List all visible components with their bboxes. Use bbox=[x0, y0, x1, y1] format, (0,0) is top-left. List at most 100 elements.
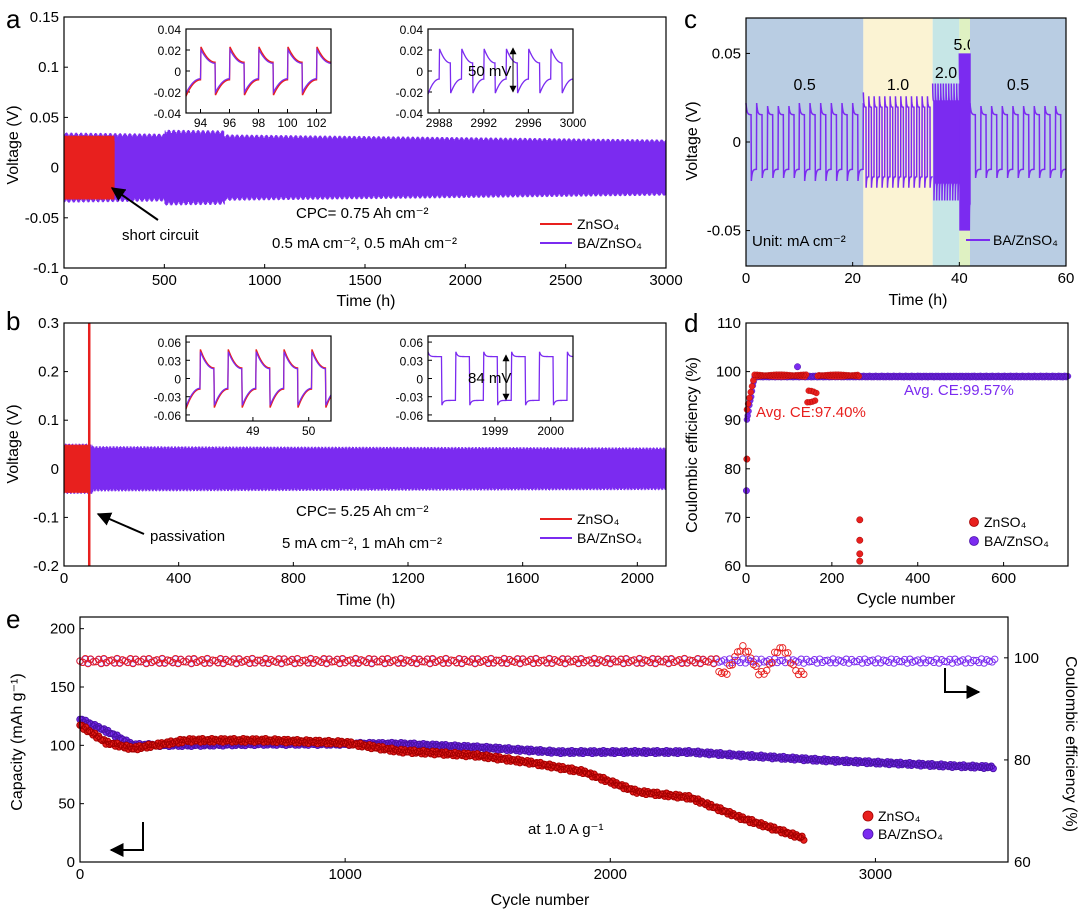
panel-d-ytick-2: 80 bbox=[724, 461, 741, 478]
panel-b-inset-2-ba-trace bbox=[427, 351, 574, 406]
panel-d-ytick-0: 60 bbox=[724, 558, 741, 575]
panel-b-inset-1-ytick-3: -0.03 bbox=[154, 391, 182, 405]
panel-a-inset-1-ytick-0: 0.04 bbox=[158, 23, 182, 37]
panel-a-inset-2-xtick-1: 2992 bbox=[470, 116, 497, 130]
panel-a-inset-2-frame bbox=[427, 28, 574, 114]
panel-d-xlabel: Cycle number bbox=[857, 591, 956, 608]
panel-a-inset-1-ytick-4: -0.04 bbox=[154, 107, 182, 121]
panel-e-ytick-right-2: 100 bbox=[1014, 650, 1039, 667]
panel-b-inset-2-ytick-3: -0.03 bbox=[396, 391, 424, 405]
panel-b-xlabel: Time (h) bbox=[337, 592, 396, 609]
panel-b-ytick-0: -0.2 bbox=[33, 558, 59, 575]
panel-a-inset-1-xtick-2: 98 bbox=[252, 116, 266, 130]
panel-a-xtick-0: 0 bbox=[60, 272, 68, 289]
panel-c-ba-trace-0 bbox=[745, 102, 865, 182]
panel-a-inset-1-frame bbox=[185, 28, 332, 114]
panel-b-inset-1-xtick-0: 49 bbox=[246, 424, 260, 438]
panel-d-ytick-5: 110 bbox=[717, 315, 741, 332]
panel-a-inset-2-ytick-0: 0.04 bbox=[400, 23, 424, 37]
panel-d-frame bbox=[745, 322, 1069, 567]
panel-b-plot: 0 400 800 1200 1600 2000 -0.2 -0.1 0 0.1 0.2 0.3 bbox=[33, 315, 667, 587]
panel-b-ytick-5: 0.3 bbox=[38, 315, 59, 332]
panel-a-inset-1: 94 96 98 100 102 0.04 0.02 0 -0.02 -0.04 bbox=[154, 23, 332, 130]
panel-b-inset-2: 1999 2000 0.06 0.03 0 -0.03 -0.06 bbox=[396, 335, 574, 438]
panel-a-inset-1-ba-trace bbox=[185, 47, 332, 95]
panel-b-inset-2-xtick-1: 2000 bbox=[537, 424, 564, 438]
panel-a-short-circuit-arrow bbox=[110, 187, 159, 221]
panel-e-left-axis-arrow bbox=[109, 822, 144, 857]
panel-e-ylabel-right: Coulombic efficiency (%) bbox=[1062, 656, 1079, 832]
panel-b-inset-1-znso4-trace bbox=[185, 349, 332, 410]
panel-e-ytick-0: 0 bbox=[67, 854, 75, 871]
panel-c-ytick-2: -0.05 bbox=[707, 223, 741, 240]
panel-a-inset-1-znso4-trace bbox=[185, 46, 332, 97]
panel-d: d Coulombic efficiency (%) 0 200 400 600 60 7… bbox=[684, 308, 1072, 608]
panel-e-right-axis-arrow bbox=[944, 668, 981, 699]
panel-b-ytick-4: 0.2 bbox=[38, 364, 59, 381]
panel-b-ylabel: Voltage (V) bbox=[5, 404, 22, 483]
panel-a-frame bbox=[63, 16, 667, 269]
panel-a-ylabel: Voltage (V) bbox=[5, 105, 22, 184]
panel-a-inset-1-ytick-1: 0.02 bbox=[158, 44, 182, 58]
panel-b-inset-2-ytick-2: 0 bbox=[416, 373, 423, 387]
panel-a-ytick-4: 0.1 bbox=[38, 59, 59, 76]
panel-a-inset-1-xtick-1: 96 bbox=[223, 116, 237, 130]
panel-e-legend-ba-marker bbox=[862, 828, 874, 840]
panel-a-xtick-2: 1000 bbox=[248, 272, 281, 289]
panel-b-xtick-2: 800 bbox=[281, 570, 306, 587]
panel-a-plot: 0 500 1000 1500 2000 2500 3000-0.1-0.0500.050.… bbox=[25, 9, 683, 289]
panel-d-xtick-0: 0 bbox=[742, 570, 750, 587]
panel-a-inset-2: 2988 2992 2996 3000 0.04 0.02 0 -0.02 -0.04 bbox=[396, 23, 587, 130]
panel-a-ytick-1: -0.05 bbox=[25, 210, 59, 227]
panel-b-xtick-0: 0 bbox=[60, 570, 68, 587]
panel-a-inset-2-ytick-3: -0.02 bbox=[396, 86, 424, 100]
panel-d-legend-ba: BA/ZnSO₄ bbox=[984, 533, 1049, 549]
panel-c-xtick-3: 60 bbox=[1058, 270, 1075, 287]
panel-e-znso4-ce-points bbox=[76, 642, 808, 679]
panel-c-ba-trace-4 bbox=[969, 102, 1067, 179]
panel-c-ytick-1: 0 bbox=[733, 134, 741, 151]
panel-d-ytick-1: 70 bbox=[724, 509, 741, 526]
panel-e-ytick-4: 200 bbox=[50, 621, 75, 638]
panel-e-znso4-capacity-points bbox=[76, 721, 808, 844]
panel-e: e Capacity (mAh g⁻¹) Coulombic efficienc… bbox=[6, 604, 1079, 909]
panel-b-legend-ba: BA/ZnSO₄ bbox=[577, 530, 642, 546]
panel-a-inset-2-xtick-2: 2996 bbox=[515, 116, 542, 130]
panel-a-cpc: CPC= 0.75 Ah cm⁻² bbox=[296, 205, 429, 222]
panel-a-label: a bbox=[6, 4, 21, 34]
panel-b-inset-1-ytick-4: -0.06 bbox=[154, 409, 182, 423]
panel-d-xtick-2: 400 bbox=[905, 570, 930, 587]
panel-d-xtick-3: 600 bbox=[991, 570, 1016, 587]
panel-a-short-circuit-label: short circuit bbox=[122, 227, 200, 244]
panel-c-region-label-0: 0.5 bbox=[794, 77, 816, 94]
panel-d-xtick-1: 200 bbox=[819, 570, 844, 587]
panel-d-znso4-points bbox=[743, 371, 862, 413]
panel-c-plot: 0.5 1.02.05.00.50 20 40 600.050-0.05 bbox=[707, 17, 1075, 287]
panel-d-label: d bbox=[684, 308, 698, 338]
panel-a-inset-1-xtick-3: 100 bbox=[277, 116, 297, 130]
panel-d-znso4-avg: Avg. CE:97.40% bbox=[756, 404, 866, 421]
panel-a-inset-2-ba-trace bbox=[427, 48, 574, 95]
panel-c-xlabel: Time (h) bbox=[889, 292, 948, 309]
panel-b-xtick-3: 1200 bbox=[391, 570, 424, 587]
panel-d-ba-outlier-1 bbox=[794, 363, 801, 371]
panel-a-xtick-5: 2500 bbox=[549, 272, 582, 289]
panel-b-ytick-1: -0.1 bbox=[33, 509, 59, 526]
panel-a-inset-2-ytick-2: 0 bbox=[416, 65, 423, 79]
panel-b-passivation-arrow bbox=[96, 512, 145, 535]
panel-d-znso4-outlier-3 bbox=[856, 557, 864, 565]
panel-b: b Voltage (V) 0 400 800 1200 1600 2000 -0.2 -0.… bbox=[5, 306, 667, 609]
panel-b-xtick-4: 1600 bbox=[506, 570, 539, 587]
panel-d-legend-znso4-marker bbox=[969, 517, 979, 527]
panel-a-conditions: 0.5 mA cm⁻², 0.5 mAh cm⁻² bbox=[272, 235, 457, 252]
panel-e-xtick-0: 0 bbox=[76, 866, 84, 883]
panel-c-unit: Unit: mA cm⁻² bbox=[752, 233, 846, 250]
panel-a-inset-2-xtick-3: 3000 bbox=[560, 116, 587, 130]
panel-b-inset-1-ytick-2: 0 bbox=[174, 373, 181, 387]
panel-b-inset-1-ytick-0: 0.06 bbox=[158, 336, 182, 350]
panel-e-legend-ba: BA/ZnSO₄ bbox=[878, 826, 943, 842]
panel-d-znso4-outlier-1 bbox=[856, 536, 864, 544]
panel-c-ba-trace-2 bbox=[931, 83, 961, 201]
panel-a-xlabel: Time (h) bbox=[337, 293, 396, 310]
